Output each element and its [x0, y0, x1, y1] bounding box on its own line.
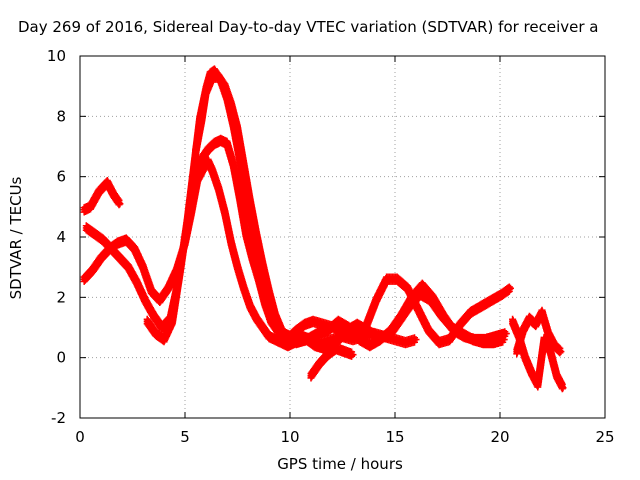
tick-labels: 0 5 10 15 20 25 -2 0 2 4 6 8 10	[47, 47, 615, 446]
x-tick-label: 25	[595, 428, 614, 446]
data-series	[80, 65, 567, 393]
series-track-1	[80, 155, 420, 352]
series-track-2	[80, 177, 124, 216]
axes	[79, 55, 606, 419]
x-tick-label: 10	[280, 428, 299, 446]
x-tick-label: 0	[75, 428, 85, 446]
x-tick-label: 5	[180, 428, 190, 446]
y-tick-label: 6	[56, 168, 66, 186]
y-tick-label: -2	[51, 409, 66, 427]
y-tick-label: 4	[56, 228, 66, 246]
y-tick-label: 10	[47, 47, 66, 65]
data-point	[412, 336, 420, 344]
data-point	[116, 200, 124, 208]
x-tick-label: 20	[490, 428, 509, 446]
data-point	[115, 201, 123, 209]
y-tick-label: 0	[56, 349, 66, 367]
series-track-3	[82, 65, 514, 349]
y-tick-label: 2	[56, 288, 66, 306]
x-tick-label: 15	[385, 428, 404, 446]
y-tick-label: 8	[56, 107, 66, 125]
data-point	[507, 284, 514, 292]
